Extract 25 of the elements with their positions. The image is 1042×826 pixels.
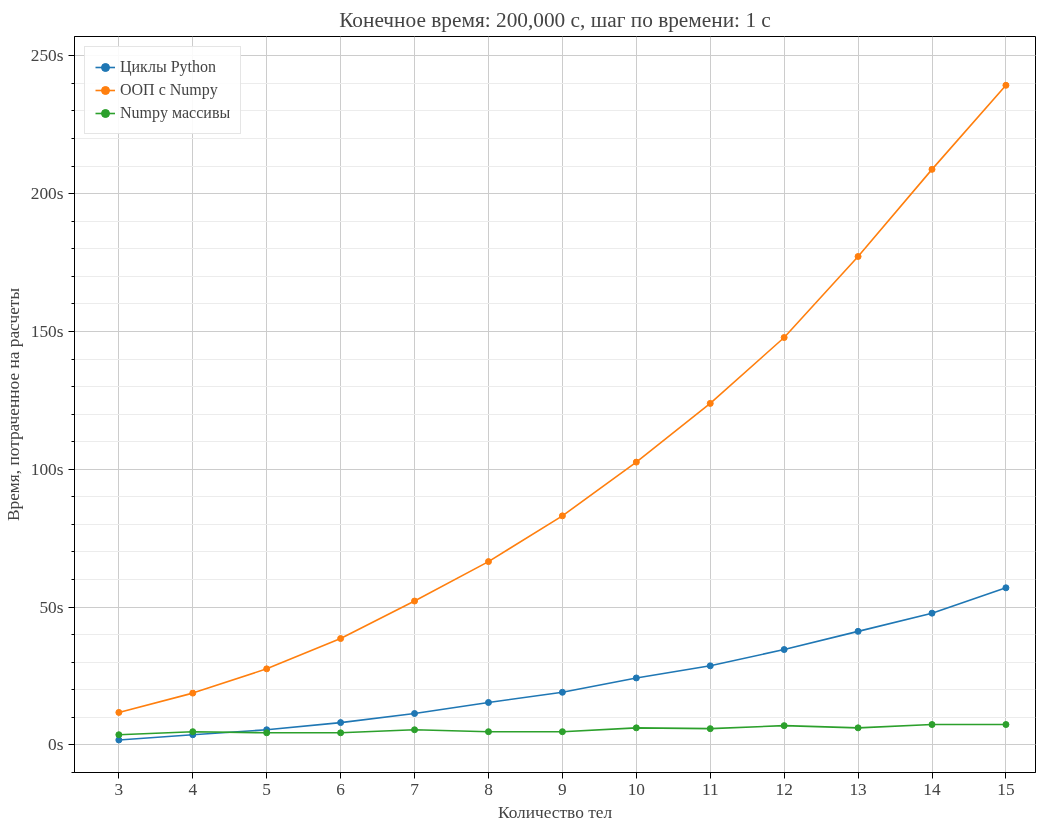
- y-axis-title: Время, потраченное на расчеты: [3, 287, 23, 522]
- x-tick-label: 15: [997, 779, 1015, 799]
- x-axis-title: Количество тел: [497, 802, 613, 822]
- x-tick-label: 8: [484, 779, 493, 799]
- x-tick-label: 6: [336, 779, 346, 799]
- x-tick-label: 12: [775, 779, 793, 799]
- y-tick-label: 250s: [30, 46, 64, 66]
- x-tick-label: 10: [627, 779, 645, 799]
- y-tick-label: 100s: [30, 459, 64, 479]
- x-tick-label: 7: [410, 779, 420, 799]
- y-tick-label: 150s: [30, 321, 64, 341]
- x-tick-label: 14: [923, 779, 942, 799]
- legend-label: Numpy массивы: [120, 104, 231, 122]
- x-tick-label: 4: [188, 779, 198, 799]
- y-tick-label: 200s: [30, 184, 64, 204]
- y-tick-label: 50s: [39, 597, 64, 617]
- legend-label: Циклы Python: [120, 58, 216, 76]
- chart-title: Конечное время: 200,000 с, шаг по времени: 1 с: [339, 7, 771, 32]
- x-tick-label: 13: [849, 779, 867, 799]
- y-tick-label: 0s: [48, 735, 64, 755]
- x-tick-label: 3: [114, 779, 124, 799]
- x-tick-label: 9: [558, 779, 567, 799]
- x-tick-label: 11: [701, 779, 719, 799]
- x-tick-label: 5: [262, 779, 272, 799]
- legend-label: ООП с Numpy: [120, 81, 218, 99]
